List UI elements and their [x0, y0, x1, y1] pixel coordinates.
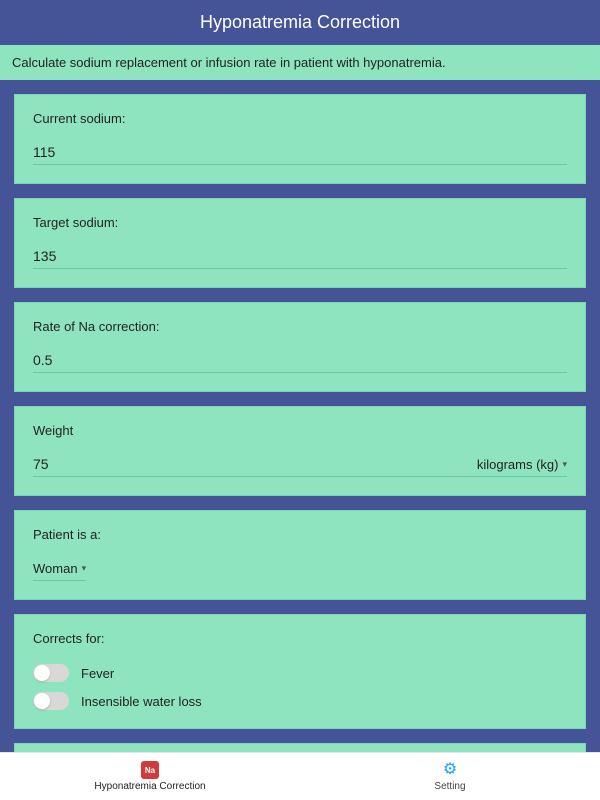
insensible-toggle[interactable] — [33, 692, 69, 710]
patient-card: Patient is a: Woman ▾ — [14, 510, 586, 600]
insensible-row: Insensible water loss — [33, 692, 567, 710]
chevron-down-icon: ▾ — [562, 459, 567, 470]
page-description: Calculate sodium replacement or infusion… — [12, 55, 446, 70]
corrects-for-label: Corrects for: — [33, 631, 567, 646]
tab-setting-label: Setting — [434, 781, 465, 792]
corrects-for-card: Corrects for: Fever Insensible water los… — [14, 614, 586, 729]
iv-fluid-card: IV Fluid — [14, 743, 586, 752]
patient-dropdown[interactable]: Woman ▾ — [33, 561, 86, 581]
weight-label: Weight — [33, 423, 567, 438]
fever-row: Fever — [33, 664, 567, 682]
tab-bar: Na Hyponatremia Correction ⚙ Setting — [0, 752, 600, 800]
weight-unit-text: kilograms (kg) — [477, 457, 559, 472]
weight-card: Weight kilograms (kg) ▾ — [14, 406, 586, 496]
weight-unit-dropdown[interactable]: kilograms (kg) ▾ — [477, 457, 567, 472]
target-sodium-label: Target sodium: — [33, 215, 567, 230]
description-bar: Calculate sodium replacement or infusion… — [0, 45, 600, 80]
weight-input[interactable] — [33, 456, 477, 472]
tab-hyponatremia-label: Hyponatremia Correction — [94, 781, 205, 792]
rate-input[interactable] — [33, 352, 567, 368]
patient-value: Woman — [33, 561, 78, 576]
target-sodium-card: Target sodium: — [14, 198, 586, 288]
form-scroll-area[interactable]: Current sodium: Target sodium: Rate of N… — [0, 80, 600, 752]
patient-label: Patient is a: — [33, 527, 567, 542]
current-sodium-label: Current sodium: — [33, 111, 567, 126]
chevron-down-icon: ▾ — [82, 563, 87, 574]
target-sodium-input[interactable] — [33, 248, 567, 264]
page-title: Hyponatremia Correction — [200, 12, 400, 32]
na-icon: Na — [141, 761, 159, 779]
rate-card: Rate of Na correction: — [14, 302, 586, 392]
rate-label: Rate of Na correction: — [33, 319, 567, 334]
tab-setting[interactable]: ⚙ Setting — [300, 753, 600, 800]
gear-icon: ⚙ — [441, 761, 459, 779]
title-bar: Hyponatremia Correction — [0, 0, 600, 45]
current-sodium-input[interactable] — [33, 144, 567, 160]
tab-hyponatremia[interactable]: Na Hyponatremia Correction — [0, 753, 300, 800]
insensible-toggle-label: Insensible water loss — [81, 694, 202, 709]
current-sodium-card: Current sodium: — [14, 94, 586, 184]
fever-toggle-label: Fever — [81, 666, 114, 681]
fever-toggle[interactable] — [33, 664, 69, 682]
